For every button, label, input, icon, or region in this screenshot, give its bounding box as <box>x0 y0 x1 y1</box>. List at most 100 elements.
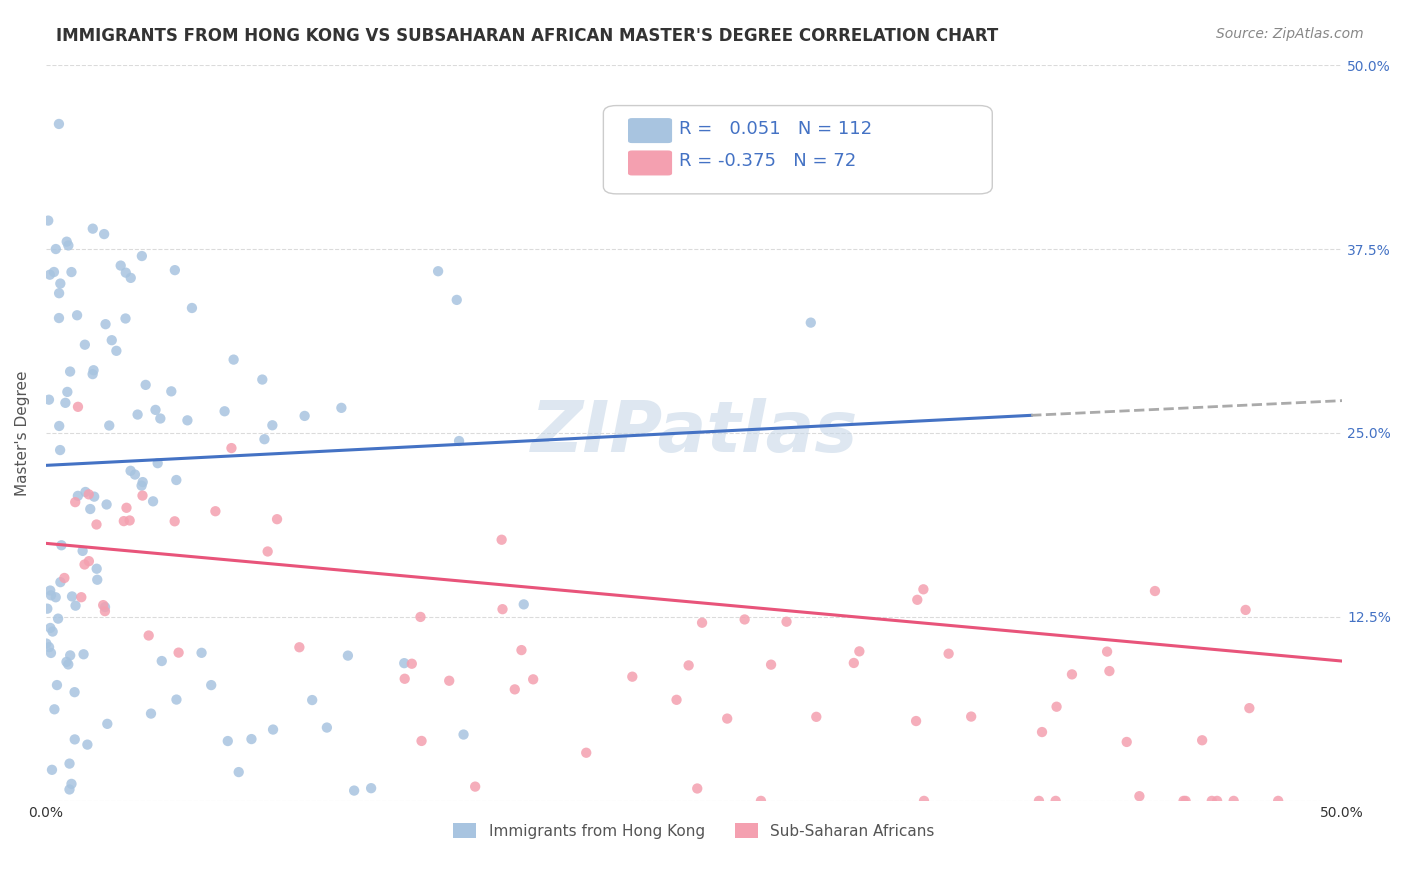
Point <box>45 591 67 605</box>
Point <box>135 377 157 392</box>
Point <box>288 640 311 655</box>
Point <box>86 562 108 576</box>
Point <box>221 441 243 455</box>
Point <box>1174 794 1197 808</box>
Point <box>1045 794 1067 808</box>
Point <box>1031 725 1053 739</box>
Point <box>228 765 250 780</box>
Point <box>439 673 461 688</box>
Point <box>127 408 149 422</box>
Point <box>48 419 70 434</box>
Point <box>690 615 713 630</box>
Point <box>142 494 165 508</box>
Point <box>77 554 100 568</box>
Point <box>131 249 153 263</box>
Point <box>118 513 141 527</box>
Point <box>686 781 709 796</box>
Point <box>44 702 66 716</box>
Point <box>94 317 117 331</box>
Point <box>1028 794 1050 808</box>
Point <box>905 592 928 607</box>
Y-axis label: Master's Degree: Master's Degree <box>15 370 30 496</box>
Point <box>41 624 63 639</box>
Point <box>49 277 72 291</box>
Point <box>105 343 128 358</box>
Point <box>63 732 86 747</box>
Point <box>58 782 80 797</box>
Point <box>176 413 198 427</box>
Point <box>37 213 59 227</box>
Point <box>38 640 60 655</box>
Text: R = -0.375   N = 72: R = -0.375 N = 72 <box>679 153 856 170</box>
Point <box>70 591 93 605</box>
Point <box>66 489 89 503</box>
Point <box>150 654 173 668</box>
Point <box>55 235 77 249</box>
Point <box>204 504 226 518</box>
Point <box>93 227 115 241</box>
Point <box>53 571 76 585</box>
Point <box>112 514 135 528</box>
Point <box>110 259 132 273</box>
Point <box>848 644 870 658</box>
Point <box>1234 603 1257 617</box>
Point <box>222 352 245 367</box>
Point <box>39 583 62 598</box>
Point <box>48 311 70 326</box>
Point <box>146 456 169 470</box>
Point <box>621 670 644 684</box>
Point <box>46 612 69 626</box>
Point <box>41 763 63 777</box>
Point <box>759 657 782 672</box>
Point <box>115 500 138 515</box>
Point <box>38 268 60 282</box>
Point <box>42 265 65 279</box>
Point <box>360 781 382 796</box>
Point <box>73 337 96 351</box>
Point <box>394 672 416 686</box>
Point <box>63 495 86 509</box>
Point <box>200 678 222 692</box>
Point <box>678 658 700 673</box>
Point <box>48 286 70 301</box>
Point <box>427 264 450 278</box>
Point <box>66 400 89 414</box>
Point <box>79 502 101 516</box>
Point <box>411 734 433 748</box>
Point <box>266 512 288 526</box>
Point <box>55 396 77 410</box>
Point <box>94 600 117 615</box>
Point <box>806 710 828 724</box>
Point <box>401 657 423 671</box>
Point <box>491 602 513 616</box>
Point <box>58 657 80 672</box>
Point <box>491 533 513 547</box>
Point <box>167 646 190 660</box>
Point <box>1173 794 1195 808</box>
Point <box>1222 794 1244 808</box>
Point <box>665 693 688 707</box>
Point <box>960 709 983 723</box>
Point <box>76 738 98 752</box>
Text: IMMIGRANTS FROM HONG KONG VS SUBSAHARAN AFRICAN MASTER'S DEGREE CORRELATION CHAR: IMMIGRANTS FROM HONG KONG VS SUBSAHARAN … <box>56 27 998 45</box>
Point <box>35 637 58 651</box>
Point <box>1239 701 1261 715</box>
Point <box>83 490 105 504</box>
Point <box>315 721 337 735</box>
Point <box>63 685 86 699</box>
Text: ZIPatlas: ZIPatlas <box>530 399 858 467</box>
Point <box>59 365 82 379</box>
Point <box>912 582 935 597</box>
Point <box>72 544 94 558</box>
Point <box>51 538 73 552</box>
Point <box>60 777 83 791</box>
Point <box>149 411 172 425</box>
Point <box>252 373 274 387</box>
Point <box>912 794 935 808</box>
Point <box>131 478 153 492</box>
Point <box>160 384 183 399</box>
Point <box>165 473 187 487</box>
Point <box>145 403 167 417</box>
Point <box>1143 584 1166 599</box>
Point <box>72 647 94 661</box>
